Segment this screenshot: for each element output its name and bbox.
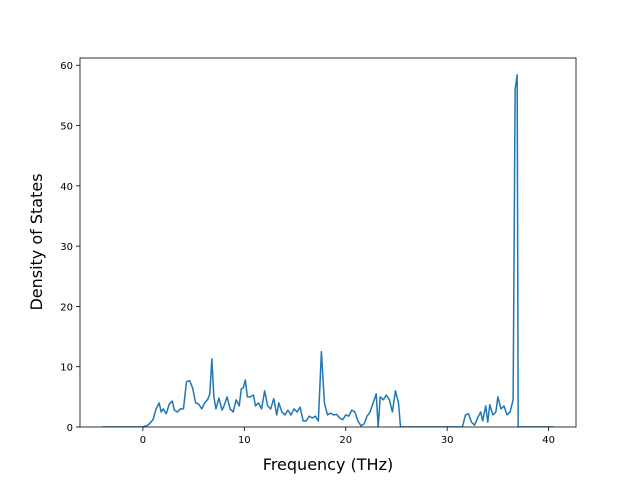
x-tick-label: 40 [542,435,555,446]
plot-frame [79,57,577,428]
x-tick-label: 30 [441,435,454,446]
x-tick-label: 20 [339,435,352,446]
y-tick-label: 20 [60,302,73,313]
y-tick-label: 30 [60,242,73,253]
dos-line [102,74,554,427]
y-tick-label: 0 [67,423,73,434]
x-axis-label: Frequency (THz) [263,455,393,474]
y-tick-label: 50 [60,122,73,133]
x-tick-label: 10 [238,435,251,446]
y-tick-label: 10 [60,363,73,374]
y-tick-label: 60 [60,61,73,72]
x-tick-label: 0 [140,435,146,446]
y-axis-label: Density of States [27,173,46,310]
y-tick-label: 40 [60,182,73,193]
